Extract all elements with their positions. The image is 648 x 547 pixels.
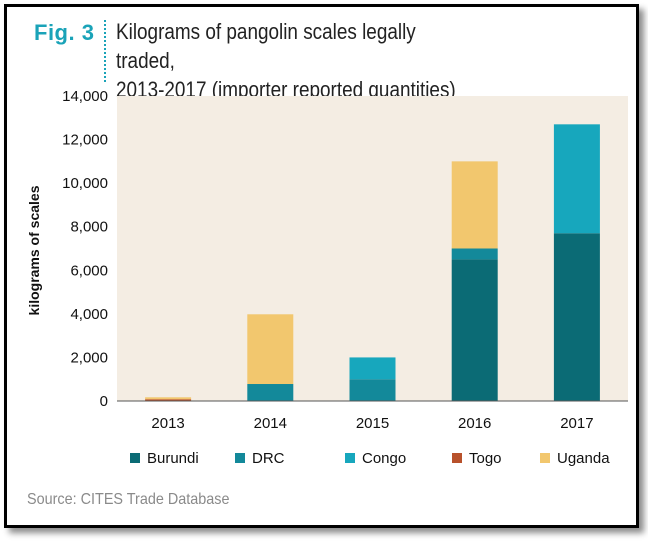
y-tick-label: 10,000 (62, 175, 108, 192)
chart-title-line-1: Kilograms of pangolin scales legally tra… (116, 19, 416, 73)
bar-segment-drc-2015 (349, 379, 396, 401)
figure-divider (104, 20, 106, 82)
x-tick-label: 2014 (254, 415, 287, 432)
bar-segment-uganda-2016 (451, 161, 498, 249)
legend-swatch-burundi (130, 453, 140, 463)
legend-swatch-uganda (540, 453, 550, 463)
bar-segment-uganda-2014 (247, 314, 294, 385)
bar-segment-congo-2015 (349, 357, 396, 380)
bar-segment-drc-2014 (247, 384, 294, 401)
bar-segment-burundi-2017 (553, 233, 600, 401)
figure-label: Fig. 3 (34, 20, 95, 45)
y-tick-label: 8,000 (70, 219, 108, 236)
legend-label-drc: DRC (252, 450, 285, 467)
y-tick-label: 2,000 (70, 349, 108, 366)
bar-segment-togo-2013 (145, 399, 192, 401)
y-tick-label: 12,000 (62, 132, 108, 149)
legend-label-uganda: Uganda (557, 450, 610, 467)
legend-label-burundi: Burundi (147, 450, 199, 467)
x-tick-label: 2017 (560, 415, 593, 432)
legend-swatch-togo (452, 453, 462, 463)
x-tick-label: 2015 (356, 415, 389, 432)
bar-segment-drc-2016 (451, 248, 498, 260)
plot-background (117, 96, 628, 401)
source-note: Source: CITES Trade Database (27, 491, 230, 508)
x-tick-label: 2016 (458, 415, 491, 432)
y-tick-label: 14,000 (62, 88, 108, 105)
y-tick-label: 0 (100, 393, 108, 410)
legend-swatch-drc (235, 453, 245, 463)
bar-segment-congo-2017 (553, 124, 600, 234)
y-tick-label: 4,000 (70, 306, 108, 323)
bar-segment-uganda-2013 (145, 397, 192, 400)
y-tick-label: 6,000 (70, 262, 108, 279)
x-tick-label: 2013 (151, 415, 184, 432)
bar-segment-burundi-2016 (451, 259, 498, 401)
legend-label-congo: Congo (362, 450, 406, 467)
legend-label-togo: Togo (469, 450, 502, 467)
legend-swatch-congo (345, 453, 355, 463)
y-axis-label: kilograms of scales (26, 185, 42, 315)
